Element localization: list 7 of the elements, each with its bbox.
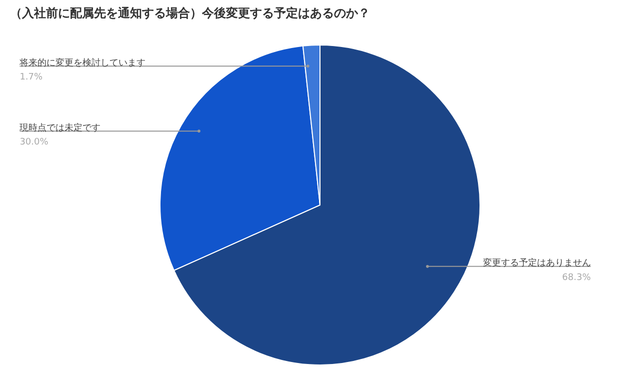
data-label: 68.3% (562, 272, 592, 283)
chart-title: （入社前に配属先を通知する場合）今後変更する予定はあるのか？ (10, 6, 370, 20)
slice-label: 変更する予定はありません (482, 258, 591, 269)
slice-label: 将来的に変更を検討しています (18, 57, 146, 68)
data-label: 30.0% (20, 138, 49, 148)
data-label: 1.7% (20, 72, 44, 83)
slice-label: 現時点では未定です (20, 122, 101, 134)
